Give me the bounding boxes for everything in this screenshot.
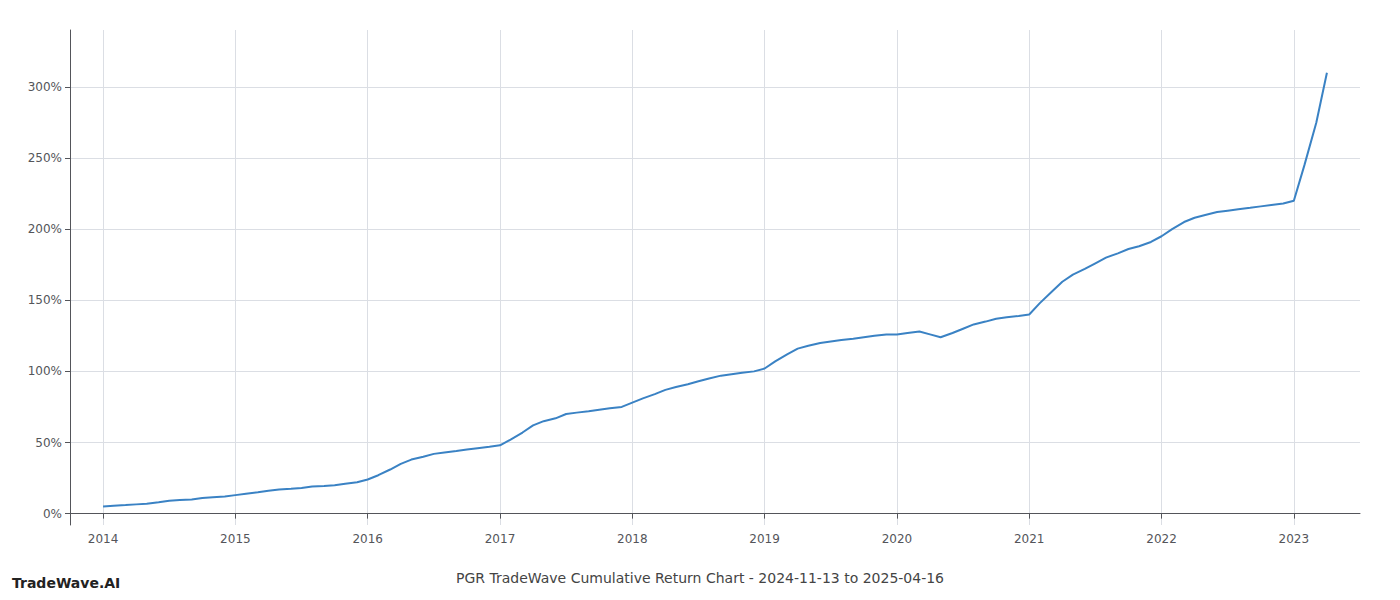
svg-text:2018: 2018 <box>617 532 648 546</box>
svg-text:50%: 50% <box>35 436 62 450</box>
svg-text:150%: 150% <box>28 293 62 307</box>
svg-text:TradeWave.AI: TradeWave.AI <box>12 575 120 591</box>
svg-text:2019: 2019 <box>749 532 780 546</box>
svg-text:2020: 2020 <box>882 532 913 546</box>
svg-text:2014: 2014 <box>88 532 119 546</box>
svg-text:PGR TradeWave Cumulative Retur: PGR TradeWave Cumulative Return Chart - … <box>456 570 944 586</box>
svg-text:2016: 2016 <box>352 532 383 546</box>
svg-text:300%: 300% <box>28 80 62 94</box>
svg-text:2022: 2022 <box>1146 532 1177 546</box>
svg-text:0%: 0% <box>43 507 62 521</box>
svg-text:100%: 100% <box>28 364 62 378</box>
svg-text:2021: 2021 <box>1014 532 1045 546</box>
svg-text:2023: 2023 <box>1279 532 1310 546</box>
svg-text:250%: 250% <box>28 151 62 165</box>
svg-text:2015: 2015 <box>220 532 251 546</box>
svg-text:2017: 2017 <box>485 532 516 546</box>
svg-text:200%: 200% <box>28 222 62 236</box>
